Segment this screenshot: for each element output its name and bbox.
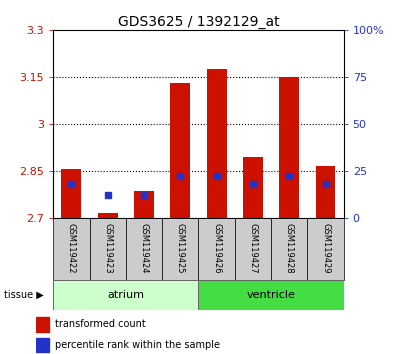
Bar (134, 191, 154, 218)
Text: GSM119422: GSM119422 (67, 223, 76, 273)
Text: GSM119426: GSM119426 (212, 223, 221, 273)
Text: atrium: atrium (107, 290, 145, 300)
Title: GDS3625 / 1392129_at: GDS3625 / 1392129_at (118, 15, 279, 29)
Bar (279, 77, 299, 218)
Bar (316, 166, 335, 218)
Text: ventricle: ventricle (246, 290, 295, 300)
Bar (53, 280, 199, 310)
Bar (207, 69, 227, 218)
Bar (271, 218, 307, 280)
Bar (126, 218, 162, 280)
Text: GSM119424: GSM119424 (139, 223, 149, 273)
Text: GSM119427: GSM119427 (248, 223, 258, 273)
Bar (307, 218, 344, 280)
Text: GSM119425: GSM119425 (176, 223, 185, 273)
Bar (98, 213, 118, 218)
Bar (62, 169, 81, 218)
Bar (199, 218, 235, 280)
Bar (36, 317, 49, 332)
Bar (162, 218, 199, 280)
Bar (170, 83, 190, 218)
Text: transformed count: transformed count (55, 320, 145, 330)
Text: GSM119423: GSM119423 (103, 223, 112, 273)
Text: percentile rank within the sample: percentile rank within the sample (55, 340, 220, 350)
Bar (235, 218, 271, 280)
Bar (243, 157, 263, 218)
Text: GSM119428: GSM119428 (285, 223, 294, 273)
Text: tissue ▶: tissue ▶ (4, 290, 44, 300)
Text: GSM119429: GSM119429 (321, 223, 330, 273)
Bar (53, 218, 90, 280)
Bar (36, 338, 49, 352)
Bar (199, 280, 344, 310)
Bar (90, 218, 126, 280)
